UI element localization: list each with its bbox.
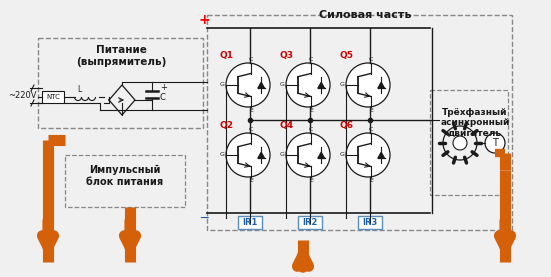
- FancyBboxPatch shape: [298, 216, 322, 229]
- Text: +: +: [198, 13, 210, 27]
- Text: C: C: [309, 57, 314, 62]
- FancyBboxPatch shape: [42, 91, 64, 103]
- Text: NTC: NTC: [46, 94, 60, 100]
- Text: Q4: Q4: [280, 121, 294, 130]
- Text: L: L: [77, 86, 81, 94]
- Text: C: C: [309, 127, 314, 132]
- Text: Силовая часть: Силовая часть: [318, 10, 411, 20]
- Text: Импульсный
блок питания: Импульсный блок питания: [87, 165, 164, 187]
- Polygon shape: [378, 82, 385, 88]
- Circle shape: [453, 136, 467, 150]
- Text: T: T: [492, 138, 498, 148]
- Circle shape: [226, 63, 270, 107]
- Circle shape: [286, 63, 330, 107]
- Text: Q2: Q2: [220, 121, 234, 130]
- Text: ~220V: ~220V: [8, 91, 36, 99]
- Text: C: C: [160, 93, 166, 101]
- Text: Питание
(выпрямитель): Питание (выпрямитель): [76, 45, 166, 66]
- Text: C: C: [249, 127, 253, 132]
- Text: IR3: IR3: [363, 218, 377, 227]
- Text: Трёхфазный
асинхронный
двигатель: Трёхфазный асинхронный двигатель: [440, 108, 510, 138]
- Text: E: E: [309, 108, 313, 113]
- FancyBboxPatch shape: [358, 216, 382, 229]
- Text: +: +: [160, 83, 167, 91]
- Text: E: E: [369, 178, 373, 183]
- Circle shape: [485, 133, 505, 153]
- Text: G: G: [280, 83, 285, 88]
- Polygon shape: [318, 152, 325, 158]
- Text: Q6: Q6: [340, 121, 354, 130]
- Text: C: C: [369, 57, 374, 62]
- Polygon shape: [378, 152, 385, 158]
- Text: Q1: Q1: [220, 51, 234, 60]
- Polygon shape: [258, 82, 264, 88]
- Circle shape: [346, 63, 390, 107]
- Text: Q3: Q3: [280, 51, 294, 60]
- Polygon shape: [258, 152, 264, 158]
- Text: G: G: [220, 153, 225, 158]
- Text: G: G: [220, 83, 225, 88]
- Text: G: G: [280, 153, 285, 158]
- Circle shape: [226, 133, 270, 177]
- Text: E: E: [309, 178, 313, 183]
- Text: E: E: [369, 108, 373, 113]
- Text: IR2: IR2: [302, 218, 318, 227]
- Circle shape: [286, 133, 330, 177]
- Text: G: G: [340, 153, 345, 158]
- FancyBboxPatch shape: [238, 216, 262, 229]
- Text: C: C: [249, 57, 253, 62]
- Text: E: E: [249, 108, 253, 113]
- Text: C: C: [369, 127, 374, 132]
- Text: IR1: IR1: [242, 218, 258, 227]
- Text: E: E: [249, 178, 253, 183]
- Circle shape: [346, 133, 390, 177]
- Text: G: G: [340, 83, 345, 88]
- Polygon shape: [318, 82, 325, 88]
- Text: Q5: Q5: [340, 51, 354, 60]
- Text: ─: ─: [200, 212, 208, 224]
